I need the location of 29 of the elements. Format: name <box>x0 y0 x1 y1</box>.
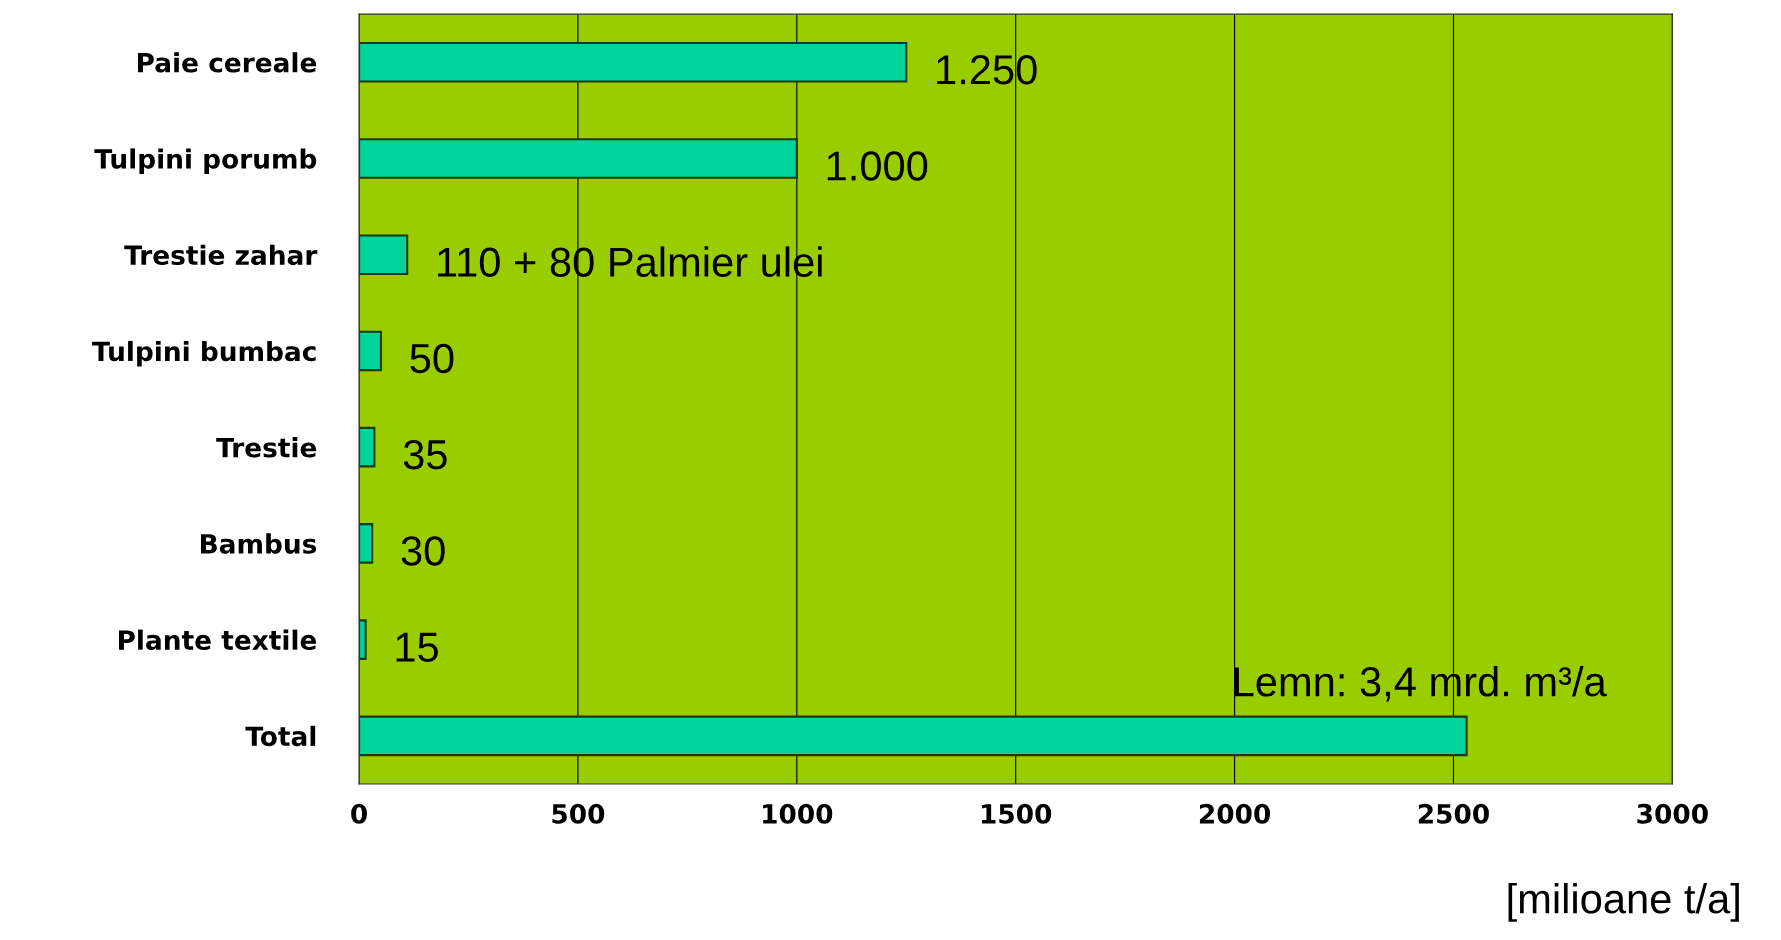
bar <box>359 330 382 372</box>
x-tick-label: 500 <box>552 803 605 824</box>
x-tick-label: 1000 <box>763 803 833 824</box>
bar <box>359 234 409 275</box>
bar <box>359 619 367 660</box>
data-label: 35 <box>403 439 447 470</box>
bar <box>359 715 1468 757</box>
y-tick-label: Tulpini porumb <box>94 148 317 174</box>
x-tick-label: 2000 <box>1199 803 1271 824</box>
y-tick-label: Trestie zahar <box>124 244 318 266</box>
data-label: 15 <box>396 632 438 662</box>
data-label: 1.000 <box>827 151 928 181</box>
y-tick-label: Plante textile <box>118 629 317 651</box>
x-tick-label: 3000 <box>1637 803 1708 824</box>
bar <box>359 41 908 83</box>
data-label: 50 <box>410 343 454 374</box>
x-tick-label: 0 <box>351 803 367 824</box>
x-tick-label: 1500 <box>981 803 1052 824</box>
bar <box>359 138 798 179</box>
data-label: 30 <box>401 536 445 566</box>
y-tick-label: Trestie <box>216 437 317 458</box>
x-tick-label: 2500 <box>1418 803 1489 824</box>
bar <box>359 426 376 468</box>
y-tick-label: Bambus <box>201 533 317 554</box>
x-axis-title: [milioane t/a] <box>1508 882 1739 922</box>
y-tick-label: Tulpini bumbac <box>92 340 316 367</box>
y-tick-label: Paie cereale <box>138 52 317 73</box>
bar <box>359 523 374 564</box>
y-tick-label: Total <box>245 725 316 747</box>
